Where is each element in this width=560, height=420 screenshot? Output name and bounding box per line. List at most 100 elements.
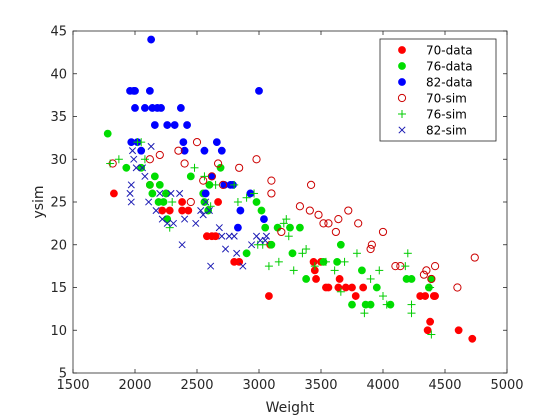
legend-marker xyxy=(398,62,406,70)
data-point xyxy=(205,206,213,215)
data-point xyxy=(359,283,368,292)
legend-marker xyxy=(398,46,406,54)
data-point xyxy=(239,262,247,270)
data-point xyxy=(157,104,165,112)
data-point xyxy=(230,232,238,240)
data-point xyxy=(147,142,155,150)
data-point xyxy=(178,198,187,206)
data-point xyxy=(360,309,369,318)
data-point xyxy=(199,176,208,185)
data-point xyxy=(158,206,167,215)
data-point xyxy=(132,164,140,172)
data-point xyxy=(354,219,363,228)
y-tick-label: 40 xyxy=(50,67,67,82)
legend-label: 82-data xyxy=(426,75,473,89)
data-point xyxy=(407,300,416,309)
legend-marker xyxy=(398,78,406,86)
data-point xyxy=(159,198,168,206)
data-point xyxy=(170,121,179,129)
data-point xyxy=(234,223,242,232)
data-point xyxy=(180,146,189,155)
data-point xyxy=(274,257,283,266)
data-point xyxy=(192,219,200,227)
x-tick-label: 2000 xyxy=(118,378,151,393)
data-point xyxy=(211,232,220,241)
data-point xyxy=(351,292,360,300)
y-tick-label: 35 xyxy=(50,110,67,125)
data-point xyxy=(168,198,177,206)
data-point xyxy=(140,155,149,164)
data-point xyxy=(250,189,259,198)
data-point xyxy=(169,219,177,227)
data-point xyxy=(176,189,184,198)
data-point xyxy=(267,176,276,185)
data-point xyxy=(131,104,139,112)
data-point xyxy=(391,262,400,271)
data-point xyxy=(319,219,328,228)
data-point xyxy=(202,198,210,206)
data-point xyxy=(145,180,154,189)
data-point xyxy=(288,249,297,258)
legend-marker xyxy=(397,93,407,103)
data-point xyxy=(141,104,149,112)
data-point xyxy=(184,206,193,215)
data-point xyxy=(314,210,323,219)
x-tick-label: 2500 xyxy=(180,378,213,393)
series-70-data xyxy=(110,180,477,343)
data-point xyxy=(312,275,320,283)
data-point xyxy=(321,257,330,266)
data-point xyxy=(165,223,174,232)
data-point xyxy=(453,283,462,292)
data-point xyxy=(145,198,153,206)
data-point xyxy=(352,249,361,258)
data-point xyxy=(265,292,273,300)
data-point xyxy=(302,275,311,283)
data-point xyxy=(192,138,202,147)
data-point xyxy=(252,198,261,206)
x-tick-label: 3500 xyxy=(304,378,337,393)
data-point xyxy=(150,121,159,129)
data-point xyxy=(235,163,244,172)
legend-label: 76-data xyxy=(426,59,473,73)
data-point xyxy=(430,262,440,271)
data-point xyxy=(348,283,356,292)
legend-marker xyxy=(398,126,406,134)
data-point xyxy=(200,172,209,181)
data-point xyxy=(186,172,195,181)
data-point xyxy=(331,227,340,237)
data-point xyxy=(427,274,436,284)
legend: 70-data 76-data 82-data 70-sim 76-sim 82-sim xyxy=(379,38,497,142)
data-point xyxy=(122,163,131,172)
data-point xyxy=(216,163,225,172)
series-82-sim xyxy=(126,142,270,270)
data-point xyxy=(130,155,138,163)
data-point xyxy=(423,326,432,335)
y-tick-label: 15 xyxy=(50,281,67,296)
data-point xyxy=(190,163,199,172)
legend-item: 70-sim xyxy=(397,91,467,105)
data-point xyxy=(333,257,342,266)
data-point xyxy=(174,146,183,155)
data-point xyxy=(180,159,189,168)
data-point xyxy=(330,266,339,275)
data-point xyxy=(200,198,209,206)
legend-label: 76-sim xyxy=(426,107,467,121)
data-point xyxy=(150,172,159,181)
data-point xyxy=(141,172,149,180)
data-point xyxy=(366,300,375,309)
data-point xyxy=(261,223,270,232)
data-point xyxy=(302,245,311,254)
data-point xyxy=(181,215,189,223)
y-tick-label: 20 xyxy=(50,238,67,253)
x-tick-label: 5000 xyxy=(490,378,523,393)
data-point xyxy=(162,189,170,198)
y-tick-label: 25 xyxy=(50,196,67,211)
y-tick-label: 10 xyxy=(50,324,67,339)
data-point xyxy=(155,150,164,160)
data-point xyxy=(131,86,139,95)
data-point xyxy=(358,266,366,275)
data-point xyxy=(324,219,333,228)
data-point xyxy=(211,180,220,189)
data-point xyxy=(421,292,430,300)
